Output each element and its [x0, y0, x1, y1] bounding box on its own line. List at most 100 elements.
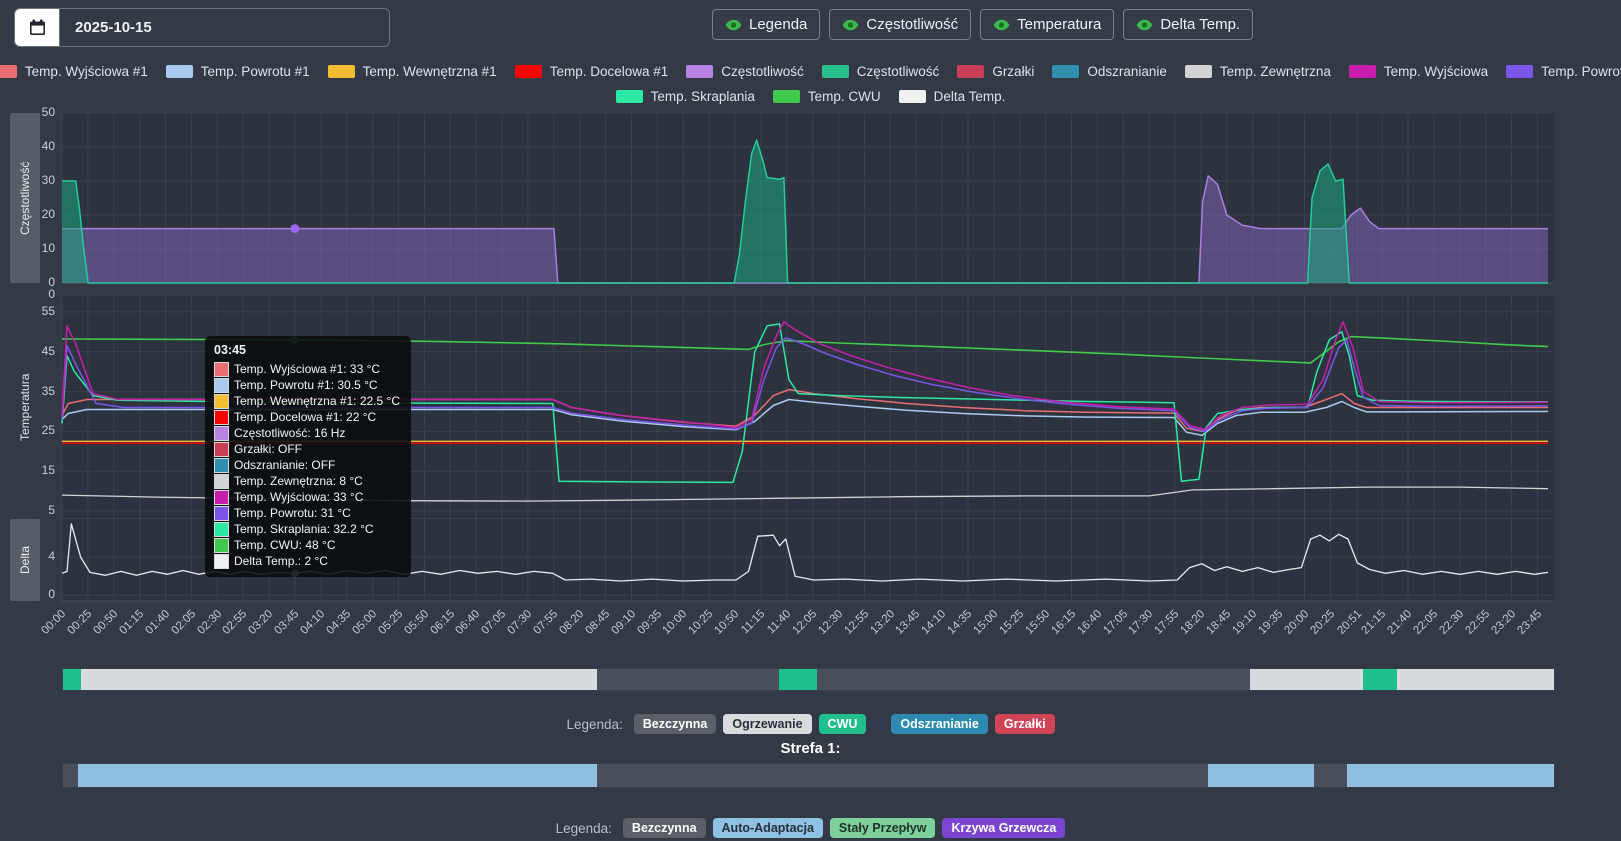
series-legend-label: Odszranianie — [1087, 64, 1167, 79]
tooltip-row: Temp. Wyjściowa #1: 33 °C — [214, 361, 400, 377]
x-axis-label-text: 10:25 — [686, 608, 716, 637]
series-legend-item[interactable]: Grzałki — [957, 64, 1034, 79]
legend-title: Legenda: — [555, 820, 612, 836]
series-color-swatch — [514, 65, 542, 78]
series-legend-label: Temp. CWU — [807, 89, 881, 104]
tooltip-color-swatch — [214, 505, 229, 521]
x-axis-label-text: 11:40 — [765, 608, 794, 637]
x-axis-label-text: 15:00 — [971, 608, 1001, 637]
legend-badge: Auto-Adaptacja — [712, 818, 823, 838]
x-axis-label-text: 20:51 — [1334, 608, 1364, 637]
x-axis-label-text: 03:45 — [272, 608, 302, 637]
date-value[interactable]: 2025-10-15 — [75, 19, 152, 36]
series-legend-item[interactable]: Częstotliwość — [686, 64, 804, 79]
y-axis-tick: 30 — [41, 173, 55, 187]
status-segment — [77, 764, 597, 787]
series-legend-item[interactable]: Temp. Wyjściowa — [1348, 64, 1488, 79]
series-legend-item[interactable]: Temp. Wyjściowa #1 — [0, 64, 148, 79]
series-legend-item[interactable]: Temp. Wewnętrzna #1 — [327, 64, 497, 79]
series-legend-label: Temp. Skraplania — [650, 89, 755, 104]
series-legend-item[interactable]: Temp. CWU — [772, 89, 881, 104]
x-axis-label-text: 04:35 — [324, 608, 354, 637]
x-axis-label-text: 05:25 — [376, 608, 405, 637]
eye-icon — [725, 19, 742, 30]
x-axis-label-text: 02:30 — [194, 608, 224, 637]
toggle-label: Temperatura — [1017, 16, 1102, 33]
toggle-button-4[interactable]: Delta Temp. — [1123, 9, 1254, 40]
zone-status-bar — [62, 763, 1555, 788]
x-axis-label-text: 09:35 — [635, 608, 664, 637]
legend-badge: Stały Przepływ — [829, 818, 936, 838]
tooltip-row-text: Temp. Zewnętrzna: 8 °C — [234, 474, 363, 488]
x-axis-label-text: 06:15 — [427, 608, 457, 637]
frequency-chart[interactable] — [61, 112, 1553, 284]
tooltip-row: Temp. Docelowa #1: 22 °C — [214, 409, 400, 425]
tooltip-time: 03:45 — [214, 343, 246, 357]
tooltip-row: Grzałki: OFF — [214, 441, 400, 457]
series-line-temp-skraplania — [61, 323, 1549, 484]
x-axis-label-text: 08:45 — [583, 608, 613, 637]
y-axis-tick: 20 — [41, 207, 55, 221]
x-axis-label-text: 22:05 — [1411, 608, 1441, 637]
status-segment — [1346, 764, 1554, 787]
tooltip-color-swatch — [214, 441, 229, 457]
tooltip-row-text: Grzałki: OFF — [234, 442, 302, 456]
date-picker[interactable]: 2025-10-15 — [14, 8, 390, 47]
tooltip-row-text: Częstotliwość: 16 Hz — [234, 426, 346, 440]
toggle-button-3[interactable]: Temperatura — [980, 9, 1115, 40]
toggle-label: Legenda — [749, 16, 808, 33]
series-legend-label: Temp. Wewnętrzna #1 — [362, 64, 497, 79]
y-axis-tick: 35 — [41, 383, 55, 398]
tooltip-row: Częstotliwość: 16 Hz — [214, 425, 400, 441]
y-axis-tick: 5 — [48, 503, 55, 518]
y-axis-tick: 0 — [48, 587, 55, 602]
series-legend-item[interactable]: Delta Temp. — [898, 89, 1006, 104]
status-segment — [1208, 764, 1314, 787]
series-legend-item[interactable]: Temp. Docelowa #1 — [514, 64, 669, 79]
series-legend-row-2: Temp. Skraplania Temp. CWU Delta Temp. — [0, 89, 1621, 104]
x-axis-label-text: 06:40 — [453, 608, 483, 637]
hover-point-marker — [290, 224, 300, 234]
x-axis-label-text: 22:55 — [1463, 608, 1493, 637]
mode-status-bar — [62, 668, 1555, 691]
series-legend-label: Temp. Docelowa #1 — [549, 64, 669, 79]
y-axis-tick: 50 — [41, 105, 55, 119]
series-area-czestotliwosc-sprezarki — [62, 175, 1548, 283]
y-axis-tick: 45 — [41, 343, 55, 358]
x-axis-label-text: 00:25 — [65, 608, 95, 637]
series-color-swatch — [686, 65, 714, 78]
tooltip-row: Temp. CWU: 48 °C — [214, 537, 400, 553]
status-segment — [778, 669, 818, 690]
legend-badge: CWU — [818, 714, 867, 734]
x-axis-label-text: 18:45 — [1204, 608, 1234, 637]
series-legend-item[interactable]: Temp. Skraplania — [615, 89, 755, 104]
x-axis-label-text: 10:00 — [660, 608, 690, 637]
tooltip-row: Temp. Wewnętrzna #1: 22.5 °C — [214, 393, 400, 409]
tooltip-color-swatch — [214, 553, 229, 569]
x-axis-label-text: 17:55 — [1152, 608, 1182, 637]
tooltip-row-text: Odszranianie: OFF — [234, 458, 336, 472]
series-color-swatch — [1506, 65, 1534, 78]
y-axis-label-temperatura: Temperatura — [17, 296, 33, 519]
series-color-swatch — [957, 65, 985, 78]
series-legend-item[interactable]: Temp. Zewnętrzna — [1184, 64, 1331, 79]
x-axis-label-text: 13:20 — [867, 608, 897, 637]
x-axis-label-text: 00:50 — [91, 608, 121, 637]
series-legend-item[interactable]: Odszranianie — [1052, 64, 1167, 79]
status-segment — [63, 669, 81, 690]
series-legend-item[interactable]: Temp. Powrotu — [1506, 64, 1621, 79]
x-axis-label-text: 23:20 — [1489, 608, 1519, 637]
toggle-button-1[interactable]: Legenda — [712, 9, 821, 40]
series-color-swatch — [821, 65, 849, 78]
series-legend-item[interactable]: Częstotliwość — [821, 64, 939, 79]
x-axis-label-text: 13:45 — [893, 608, 923, 637]
x-axis-label-text: 00:00 — [39, 608, 69, 637]
series-color-swatch — [1052, 65, 1080, 78]
calendar-button[interactable] — [15, 9, 60, 46]
series-legend-label: Delta Temp. — [933, 89, 1006, 104]
toggle-button-2[interactable]: Częstotliwość — [829, 9, 972, 40]
series-legend-item[interactable]: Temp. Powrotu #1 — [165, 64, 310, 79]
series-legend-label: Częstotliwość — [721, 64, 804, 79]
legend-badge: Grzałki — [994, 714, 1055, 734]
series-legend-label: Temp. Wyjściowa #1 — [24, 64, 148, 79]
